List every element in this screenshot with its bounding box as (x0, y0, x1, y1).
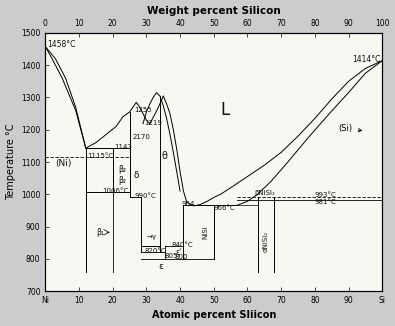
Text: 820°C: 820°C (145, 248, 166, 254)
Text: 964: 964 (182, 201, 195, 207)
Text: β₂: β₂ (118, 165, 126, 174)
Text: 1006°C: 1006°C (103, 188, 129, 194)
Text: β₂: β₂ (118, 176, 126, 185)
Text: β₁: β₁ (96, 228, 104, 237)
X-axis label: Atomic percent Sliicon: Atomic percent Sliicon (152, 310, 276, 320)
Text: 1458°C: 1458°C (47, 40, 75, 50)
Text: 1115°C: 1115°C (87, 153, 114, 159)
Text: 2170: 2170 (132, 135, 150, 141)
Text: L: L (220, 101, 230, 119)
Text: 840°C: 840°C (172, 242, 193, 247)
Text: αNiSi₂: αNiSi₂ (263, 230, 269, 252)
Y-axis label: Temperature °C: Temperature °C (6, 124, 15, 200)
Text: NiSi: NiSi (202, 225, 208, 239)
Text: 1414°C: 1414°C (352, 55, 380, 64)
Text: 800: 800 (174, 255, 188, 260)
Text: →γ: →γ (147, 234, 156, 240)
Text: 805: 805 (165, 253, 178, 259)
Text: 966°C: 966°C (214, 205, 235, 211)
Text: 981°C: 981°C (315, 199, 337, 205)
Text: 990°C: 990°C (135, 193, 156, 199)
Text: βNiSi₂: βNiSi₂ (254, 190, 275, 196)
Text: (Si): (Si) (339, 124, 362, 133)
Text: δ: δ (134, 171, 139, 180)
Text: (Ni): (Ni) (55, 159, 72, 168)
Text: 993°C: 993°C (315, 192, 337, 198)
Text: 1219: 1219 (145, 120, 163, 126)
Text: 1143: 1143 (115, 143, 132, 150)
Text: ε: ε (158, 262, 163, 271)
Text: ε': ε' (175, 248, 181, 257)
X-axis label: Weight percent Silicon: Weight percent Silicon (147, 6, 280, 16)
Text: θ: θ (162, 151, 167, 160)
Text: 1255: 1255 (135, 107, 152, 113)
